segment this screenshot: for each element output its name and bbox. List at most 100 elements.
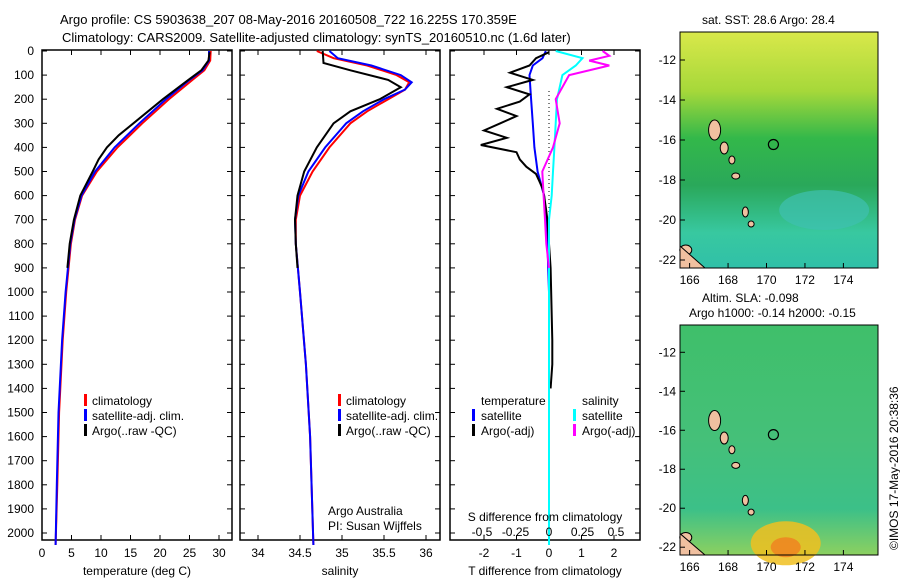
y-tick-label: 1600 [7,430,34,444]
y-tick-label: 1900 [7,502,34,516]
lat-tick-label: -22 [659,253,677,267]
t-tick-label: 0 [546,546,553,560]
y-tick-label: 800 [14,237,34,251]
y-tick-label: 400 [14,140,34,154]
s-tick-label: 0.25 [571,525,595,539]
y-tick-label: 1000 [7,285,34,299]
lon-tick-label: 168 [718,560,738,574]
island [731,461,741,469]
legend-label: Argo(-adj) [481,424,534,438]
series-s-satellite [548,50,585,545]
series-argo-raw-qc- [66,52,211,268]
y-tick-label: 700 [14,213,34,227]
sst_map [679,31,879,269]
lat-tick-label: -16 [659,423,677,437]
s-tick-label: 0 [546,525,553,539]
lat-tick-label: -18 [659,173,677,187]
lat-tick-label: -20 [659,501,677,515]
annotation-line: PI: Susan Wijffels [328,519,422,533]
y-tick-label: 1400 [7,381,34,395]
warm-anomaly [779,190,870,230]
s-tick-label: -0.25 [502,525,530,539]
island [731,172,741,180]
lon-tick-label: 170 [756,273,776,287]
x-axis-label: temperature (deg C) [83,564,191,578]
legend-label: Argo(..raw -QC) [346,424,431,438]
island [708,410,722,432]
legend-swatch [84,424,87,436]
x-tick-label: 36 [419,546,433,560]
panel-difference [449,49,641,545]
x-tick-label: 34 [251,546,265,560]
legend-swatch [84,394,87,406]
y-tick-label: 100 [14,68,34,82]
s-axis-label: S difference from climatology [468,510,623,524]
legend-label: satellite-adj. clim. [346,409,438,423]
t-tick-label: -1 [511,546,522,560]
x-tick-label: 10 [94,546,108,560]
legend-swatch [84,409,87,421]
map-field [680,325,878,555]
legend-swatch [573,424,576,436]
annotation-line: Argo Australia [328,504,403,518]
lon-tick-label: 174 [833,560,853,574]
y-tick-label: 1300 [7,357,34,371]
legend-swatch [573,409,576,421]
y-tick-label: 900 [14,261,34,275]
x-axis-label: salinity [322,564,359,578]
x-tick-label: 34.5 [288,546,312,560]
lon-tick-label: 166 [680,560,700,574]
legend-label: Argo(..raw -QC) [92,424,177,438]
title-line-1: Argo profile: CS 5903638_207 08-May-2016… [60,12,517,27]
lat-tick-label: -14 [659,384,677,398]
x-axis-label: T difference from climatology [468,564,622,578]
lon-tick-label: 174 [833,273,853,287]
legend-label: climatology [92,394,152,408]
legend-swatch [338,394,341,406]
sla-map-title-1: Altim. SLA: -0.098 [702,291,799,305]
lat-tick-label: -14 [659,93,677,107]
panel-frame [239,49,441,541]
lat-tick-label: -12 [659,53,677,67]
y-tick-label: 500 [14,165,34,179]
y-tick-label: 2000 [7,526,34,540]
y-tick-label: 1500 [7,406,34,420]
y-tick-label: 1700 [7,454,34,468]
argo-position-marker [767,429,780,441]
lat-tick-label: -12 [659,345,677,359]
legend-swatch [338,409,341,421]
x-tick-label: 35 [335,546,349,560]
sst-map-title: sat. SST: 28.6 Argo: 28.4 [702,13,835,27]
t-tick-label: -2 [479,546,490,560]
island [728,445,736,455]
legend-label: salinity [582,394,619,408]
panel-temperature [41,49,233,546]
panel-frame [449,49,641,541]
x-tick-label: 35.5 [372,546,396,560]
s-tick-label: 0.5 [608,525,625,539]
island [719,431,729,445]
argo-position-marker [767,138,780,151]
y-tick-label: 1100 [8,309,34,323]
island [728,155,736,165]
legend-label: satellite [582,409,623,423]
legend-label: satellite [481,409,522,423]
lon-tick-label: 168 [718,273,738,287]
lat-tick-label: -18 [659,462,677,476]
x-tick-label: 25 [183,546,197,560]
x-tick-label: 15 [124,546,138,560]
s-tick-label: -0.5 [472,525,493,539]
lon-tick-label: 170 [756,560,776,574]
legend-swatch [338,424,341,436]
t-tick-label: 1 [578,546,585,560]
panel-salinity [239,49,441,546]
island [747,220,755,228]
x-tick-label: 5 [68,546,75,560]
series-s-argo-adj- [541,50,612,269]
y-tick-label: 600 [14,189,34,203]
x-tick-label: 20 [153,546,167,560]
island [741,206,749,218]
map-frame [679,31,879,269]
